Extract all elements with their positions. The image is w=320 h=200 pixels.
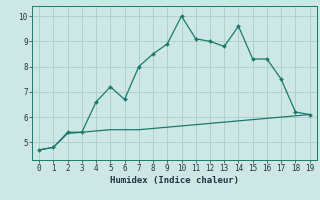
X-axis label: Humidex (Indice chaleur): Humidex (Indice chaleur) [110, 176, 239, 185]
